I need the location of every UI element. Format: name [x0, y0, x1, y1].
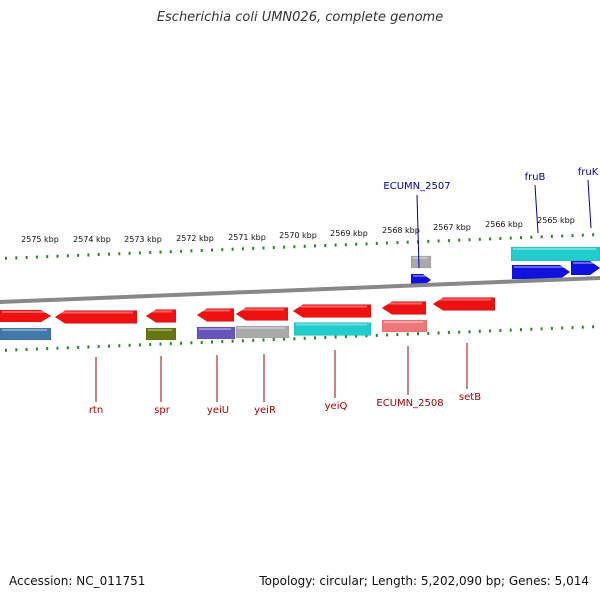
gene-label: setB — [459, 392, 481, 403]
feature-upstream-cds — [0, 309, 52, 323]
label-leader-lines — [95, 179, 592, 402]
tick-label: 2566 kbp — [485, 220, 523, 229]
gene-label: spr — [154, 405, 171, 416]
feature-yeiR-cds — [235, 307, 289, 321]
feature-fruB-cyan-sheen — [513, 248, 596, 250]
feature-rtn-cds — [54, 310, 138, 324]
genome-backbone — [0, 276, 600, 304]
gene-label: ECUMN_2508 — [376, 398, 443, 409]
genome-title: Escherichia coli UMN026, complete genome — [156, 10, 444, 25]
feature-fruB-cds — [511, 264, 571, 280]
leader-line — [416, 194, 420, 269]
top-tick-ruler — [5, 233, 595, 260]
tick-labels: 2575 kbp 2574 kbp 2573 kbp 2572 kbp 2571 kbp… — [21, 216, 575, 244]
feature-ECUMN_2507-gray-sheen — [413, 257, 427, 259]
accession-text: Accession: NC_011751 — [9, 574, 146, 588]
feature-yeiQ-cyan-sheen — [296, 323, 367, 326]
feature-upstream-steel — [0, 327, 52, 341]
tick-label: 2571 kbp — [228, 233, 266, 242]
gene-label: yeiU — [207, 405, 229, 416]
feature-ECUMN_2508-cds — [381, 301, 427, 315]
feature-ECUMN_2507-gray — [410, 255, 432, 269]
top-gene-labels: ECUMN_2507 fruB fruK — [383, 167, 598, 192]
feature-ECUMN_2508-salmon — [381, 319, 428, 333]
gene-label: ECUMN_2507 — [383, 181, 450, 192]
feature-spr-olive-sheen — [148, 329, 172, 331]
feature-ECUMN_2508-cds-sheen — [384, 302, 422, 305]
tick-label: 2565 kbp — [537, 216, 575, 225]
tick-label: 2568 kbp — [382, 226, 420, 235]
feature-ECUMN_2508-salmon-sheen — [384, 321, 423, 323]
bottom-strand-features — [0, 297, 496, 341]
bottom-gene-labels: rtn spr yeiU yeiR yeiQ ECUMN_2508 setB — [89, 392, 481, 416]
tick-label: 2567 kbp — [433, 223, 471, 232]
feature-setB-cds-sheen — [435, 298, 491, 301]
gene-label: yeiR — [254, 405, 276, 416]
feature-rtn-cds-sheen — [57, 311, 133, 314]
tick-label: 2569 kbp — [330, 229, 368, 238]
tick-label: 2573 kbp — [124, 235, 162, 244]
tick-label: 2572 kbp — [176, 234, 214, 243]
leader-line — [534, 184, 539, 234]
feature-yeiQ-cds — [292, 304, 372, 318]
feature-yeiR-gray — [235, 325, 290, 339]
feature-yeiU-cds — [196, 308, 235, 322]
feature-fruB-cyan — [510, 246, 600, 262]
feature-upstream-cds-sheen — [2, 311, 47, 313]
feature-setB-cds — [432, 297, 496, 311]
feature-spr-olive — [145, 327, 177, 341]
tick-label: 2570 kbp — [279, 231, 317, 240]
feature-fruK-cds — [570, 260, 600, 276]
feature-yeiQ-cds-sheen — [295, 305, 367, 308]
feature-fruK-cds-sheen — [573, 262, 596, 264]
feature-yeiR-cds-sheen — [238, 308, 284, 311]
topology-text: Topology: circular; Length: 5,202,090 bp… — [259, 574, 589, 588]
gene-label: fruB — [525, 172, 546, 183]
gene-label: yeiQ — [325, 401, 348, 412]
feature-yeiU-cds-sheen — [199, 309, 230, 312]
feature-yeiU-purple — [196, 326, 236, 340]
gene-label: fruK — [578, 167, 599, 178]
tick-label: 2574 kbp — [73, 235, 111, 244]
feature-upstream-steel-sheen — [2, 329, 47, 331]
leader-line — [587, 179, 592, 229]
feature-yeiR-gray-sheen — [238, 327, 285, 329]
feature-yeiQ-cyan — [293, 322, 372, 336]
tick-label: 2575 kbp — [21, 235, 59, 244]
gene-label: rtn — [89, 405, 103, 416]
feature-spr-cds — [145, 309, 177, 323]
feature-yeiU-purple-sheen — [199, 328, 231, 330]
feature-fruB-cds-sheen — [514, 266, 566, 268]
feature-spr-cds-sheen — [148, 310, 172, 313]
feature-ECUMN_2507-cds-sheen — [413, 275, 427, 277]
